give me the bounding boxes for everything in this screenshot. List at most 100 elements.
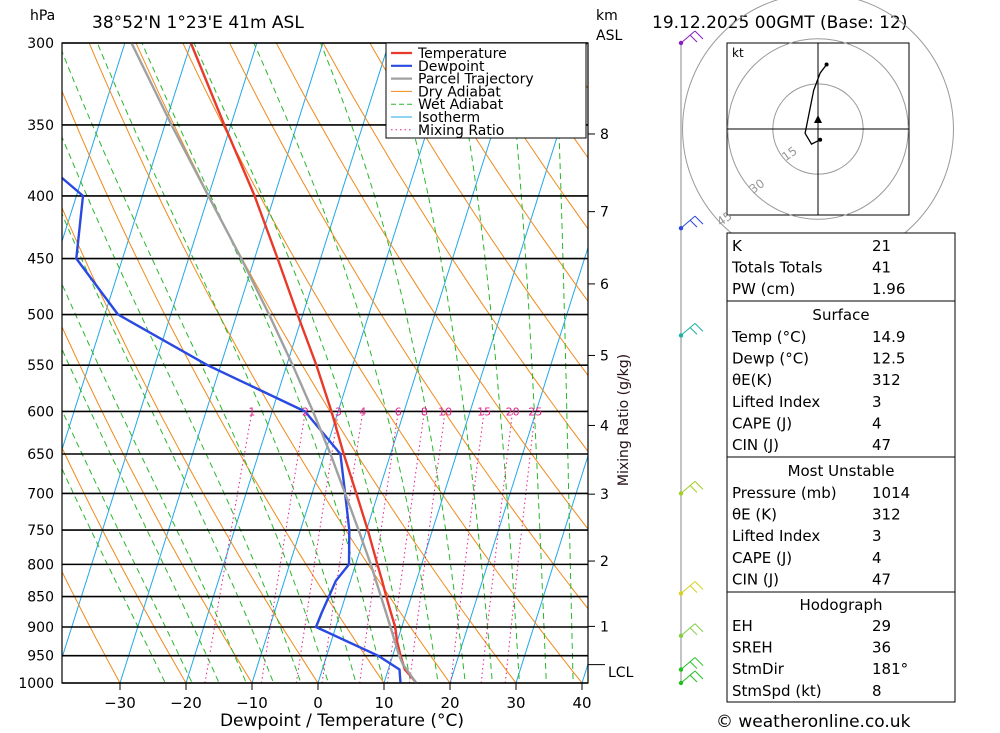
- isotherm-line: [0, 0, 24, 709]
- table-row-label: θE (K): [732, 506, 777, 524]
- table-row-label: StmSpd (kt): [732, 682, 822, 700]
- km-tick-label: 3: [600, 487, 609, 503]
- table-section-title: Hodograph: [799, 596, 882, 614]
- mixing-ratio-label: 6: [395, 405, 402, 418]
- wet-adiabat-line: [320, 43, 466, 683]
- km-tick-label: 7: [600, 205, 609, 221]
- isotherm-line: [62, 43, 258, 660]
- mixing-ratio-line: [204, 411, 253, 683]
- table-row-label: θE(K): [732, 371, 772, 389]
- table-row-label: EH: [732, 617, 753, 635]
- table-row-value: 1.96: [872, 280, 905, 298]
- pressure-tick-label: 350: [27, 118, 54, 134]
- mixing-ratio-label: 3: [335, 405, 342, 418]
- wind-barbs: [678, 30, 704, 686]
- table-row-label: SREH: [732, 639, 773, 657]
- legend-box: [385, 42, 587, 139]
- mixing-ratio-label: 15: [477, 405, 491, 418]
- wind-barb: [680, 623, 704, 637]
- table-row-label: Lifted Index: [732, 527, 820, 545]
- most-unstable-box: [726, 456, 956, 593]
- mixing-ratio-line: [295, 411, 339, 683]
- wind-barb: [680, 215, 704, 229]
- pressure-tick-label: 1000: [18, 676, 54, 692]
- pressure-tick-label: 750: [27, 523, 54, 539]
- mixing-ratio-line: [359, 411, 399, 683]
- datetime-title: 19.12.2025 00GMT (Base: 12): [652, 13, 907, 33]
- mixing-ratio-axis-label: Mixing Ratio (g/kg): [616, 354, 632, 486]
- table-section-title: Surface: [812, 306, 869, 324]
- isotherm-line: [515, 454, 588, 683]
- storm-motion-marker: [814, 115, 822, 123]
- summary-box: [726, 232, 956, 302]
- table-row-value: 1014: [872, 484, 910, 502]
- table-row-label: CIN (J): [732, 570, 779, 588]
- isotherm-line: [449, 245, 588, 683]
- table-row-label: Totals Totals: [731, 259, 823, 277]
- table-row-value: 3: [872, 393, 882, 411]
- pressure-tick-label: 900: [27, 620, 54, 636]
- km-tick-label: 8: [600, 127, 609, 143]
- legend-label: Mixing Ratio: [418, 123, 504, 139]
- mixing-ratio-label: 1: [248, 405, 255, 418]
- dry-adiabat-line: [322, 43, 588, 453]
- table-row-value: 36: [872, 639, 891, 657]
- table-row-value: 181°: [872, 660, 908, 678]
- wet-adiabat-line: [62, 50, 329, 683]
- mixing-ratio-line: [321, 411, 364, 683]
- wind-barb: [680, 30, 704, 44]
- table-row-value: 3: [872, 527, 882, 545]
- table-row-label: Lifted Index: [732, 393, 820, 411]
- table-row-value: 14.9: [872, 328, 905, 346]
- parcel-trajectory-line: [130, 43, 418, 683]
- table-row-label: Pressure (mb): [732, 484, 837, 502]
- x-axis-label: Dewpoint / Temperature (°C): [220, 711, 464, 731]
- legend-label: Parcel Trajectory: [418, 72, 534, 88]
- profiles: [62, 43, 418, 683]
- mixing-ratio-line: [386, 411, 425, 683]
- hpa-unit-label: hPa: [30, 8, 55, 24]
- mixing-ratio-label: 2: [302, 405, 309, 418]
- mixing-ratio-label: 25: [528, 405, 542, 418]
- table-row-value: 4: [872, 549, 882, 567]
- table-row-label: CIN (J): [732, 436, 779, 454]
- table-row-value: 4: [872, 414, 882, 432]
- wet-adiabat-line: [96, 43, 357, 683]
- dewpoint-line: [62, 176, 402, 683]
- x-tick-label: −10: [236, 694, 268, 712]
- wind-barb: [680, 581, 704, 594]
- dry-adiabat-line: [416, 43, 588, 303]
- table-row-label: Temp (°C): [731, 328, 806, 346]
- pressure-tick-label: 400: [27, 189, 54, 205]
- pressure-tick-label: 700: [27, 486, 54, 502]
- mixing-ratio-line: [480, 411, 514, 683]
- pressure-tick-label: 650: [27, 447, 54, 463]
- pressure-tick-label: 950: [27, 649, 54, 665]
- legend-label: Dry Adiabat: [418, 84, 501, 100]
- wet-adiabat-line: [193, 43, 412, 683]
- hodograph-info-box: [726, 591, 956, 703]
- table-row-value: 47: [872, 436, 891, 454]
- x-tick-label: 30: [506, 694, 525, 712]
- table-row-label: PW (cm): [732, 280, 795, 298]
- km-axis: 8 7 6 5 4 3 2 1: [588, 127, 609, 666]
- km-tick-label: 4: [600, 418, 609, 434]
- isotherm-line: [119, 43, 324, 683]
- mixing-ratio-line: [260, 411, 306, 683]
- table-row-value: 312: [872, 506, 901, 524]
- copyright: © weatheronline.co.uk: [716, 712, 911, 732]
- hodograph-end-dot: [824, 62, 829, 67]
- pressure-tick-label: 550: [27, 358, 54, 374]
- x-axis: −30 −20 −10 0 10 20 30 40: [104, 683, 592, 712]
- km-unit-label: km: [596, 8, 618, 24]
- plot-frame: [61, 42, 589, 684]
- lcl-label: LCL: [608, 665, 634, 681]
- x-tick-label: 40: [572, 694, 591, 712]
- hodograph-unit: kt: [732, 46, 744, 60]
- table-row-value: 29: [872, 617, 891, 635]
- mixing-ratio-line: [504, 411, 536, 683]
- wet-adiabat-line: [253, 43, 439, 683]
